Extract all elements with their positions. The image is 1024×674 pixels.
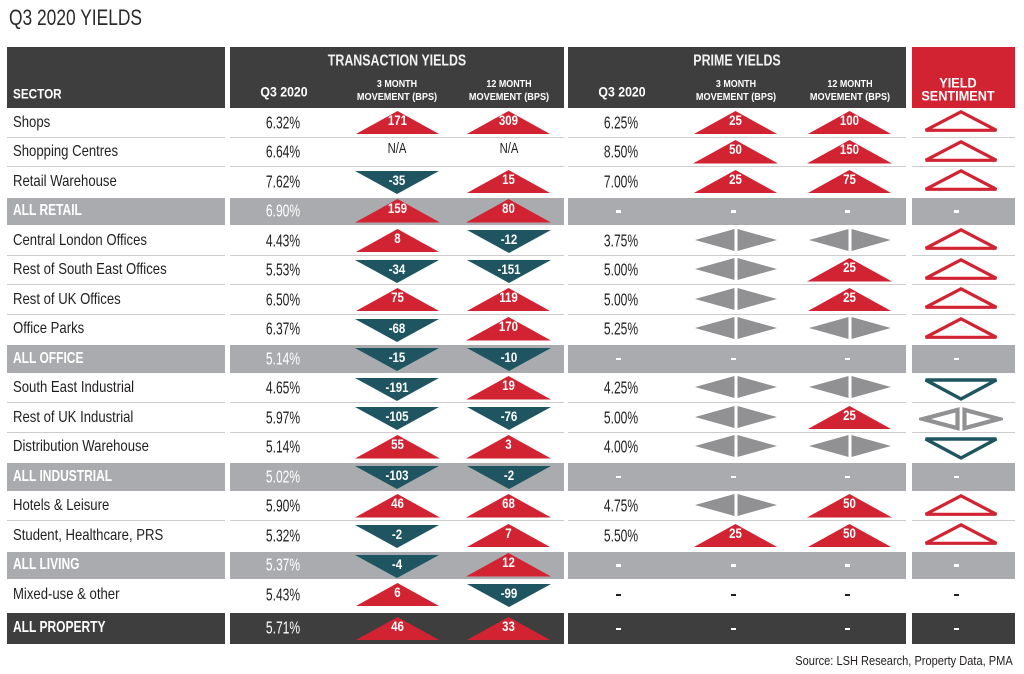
svg-text:309: 309 [499, 113, 518, 128]
svg-text:119: 119 [499, 290, 518, 305]
svg-text:12: 12 [502, 556, 515, 571]
svg-text:-68: -68 [389, 321, 406, 336]
svg-text:33: 33 [502, 619, 515, 634]
svg-text:25: 25 [729, 526, 742, 541]
svg-text:-76: -76 [500, 410, 517, 425]
svg-text:46: 46 [391, 619, 404, 634]
svg-text:15: 15 [502, 172, 515, 187]
svg-text:55: 55 [391, 438, 404, 453]
svg-text:50: 50 [729, 143, 742, 158]
svg-text:50: 50 [843, 526, 856, 541]
svg-text:-151: -151 [497, 262, 520, 277]
svg-text:-191: -191 [386, 380, 409, 395]
svg-text:7: 7 [505, 526, 511, 541]
svg-text:-2: -2 [392, 528, 402, 543]
svg-text:25: 25 [843, 290, 856, 305]
svg-text:-10: -10 [500, 351, 517, 366]
svg-text:-15: -15 [389, 351, 406, 366]
svg-text:-34: -34 [389, 262, 406, 277]
svg-text:-35: -35 [389, 174, 406, 189]
svg-text:-4: -4 [392, 557, 402, 572]
svg-text:150: 150 [840, 143, 859, 158]
svg-text:-103: -103 [386, 469, 409, 484]
svg-text:170: 170 [499, 320, 518, 335]
svg-text:25: 25 [729, 113, 742, 128]
svg-text:46: 46 [391, 497, 404, 512]
svg-text:80: 80 [502, 202, 515, 217]
svg-text:6: 6 [394, 585, 400, 600]
svg-text:75: 75 [391, 290, 404, 305]
svg-text:25: 25 [843, 261, 856, 276]
svg-text:19: 19 [502, 379, 515, 394]
svg-text:100: 100 [840, 113, 859, 128]
svg-text:-12: -12 [500, 233, 517, 248]
svg-text:25: 25 [729, 172, 742, 187]
svg-text:-2: -2 [503, 469, 513, 484]
svg-text:68: 68 [502, 497, 515, 512]
svg-text:-99: -99 [500, 587, 517, 602]
svg-text:171: 171 [387, 113, 406, 128]
svg-text:8: 8 [394, 231, 400, 246]
svg-text:50: 50 [843, 497, 856, 512]
svg-text:25: 25 [843, 408, 856, 423]
svg-text:3: 3 [505, 438, 511, 453]
svg-text:159: 159 [387, 202, 406, 217]
svg-text:75: 75 [843, 172, 856, 187]
svg-text:-105: -105 [386, 410, 409, 425]
